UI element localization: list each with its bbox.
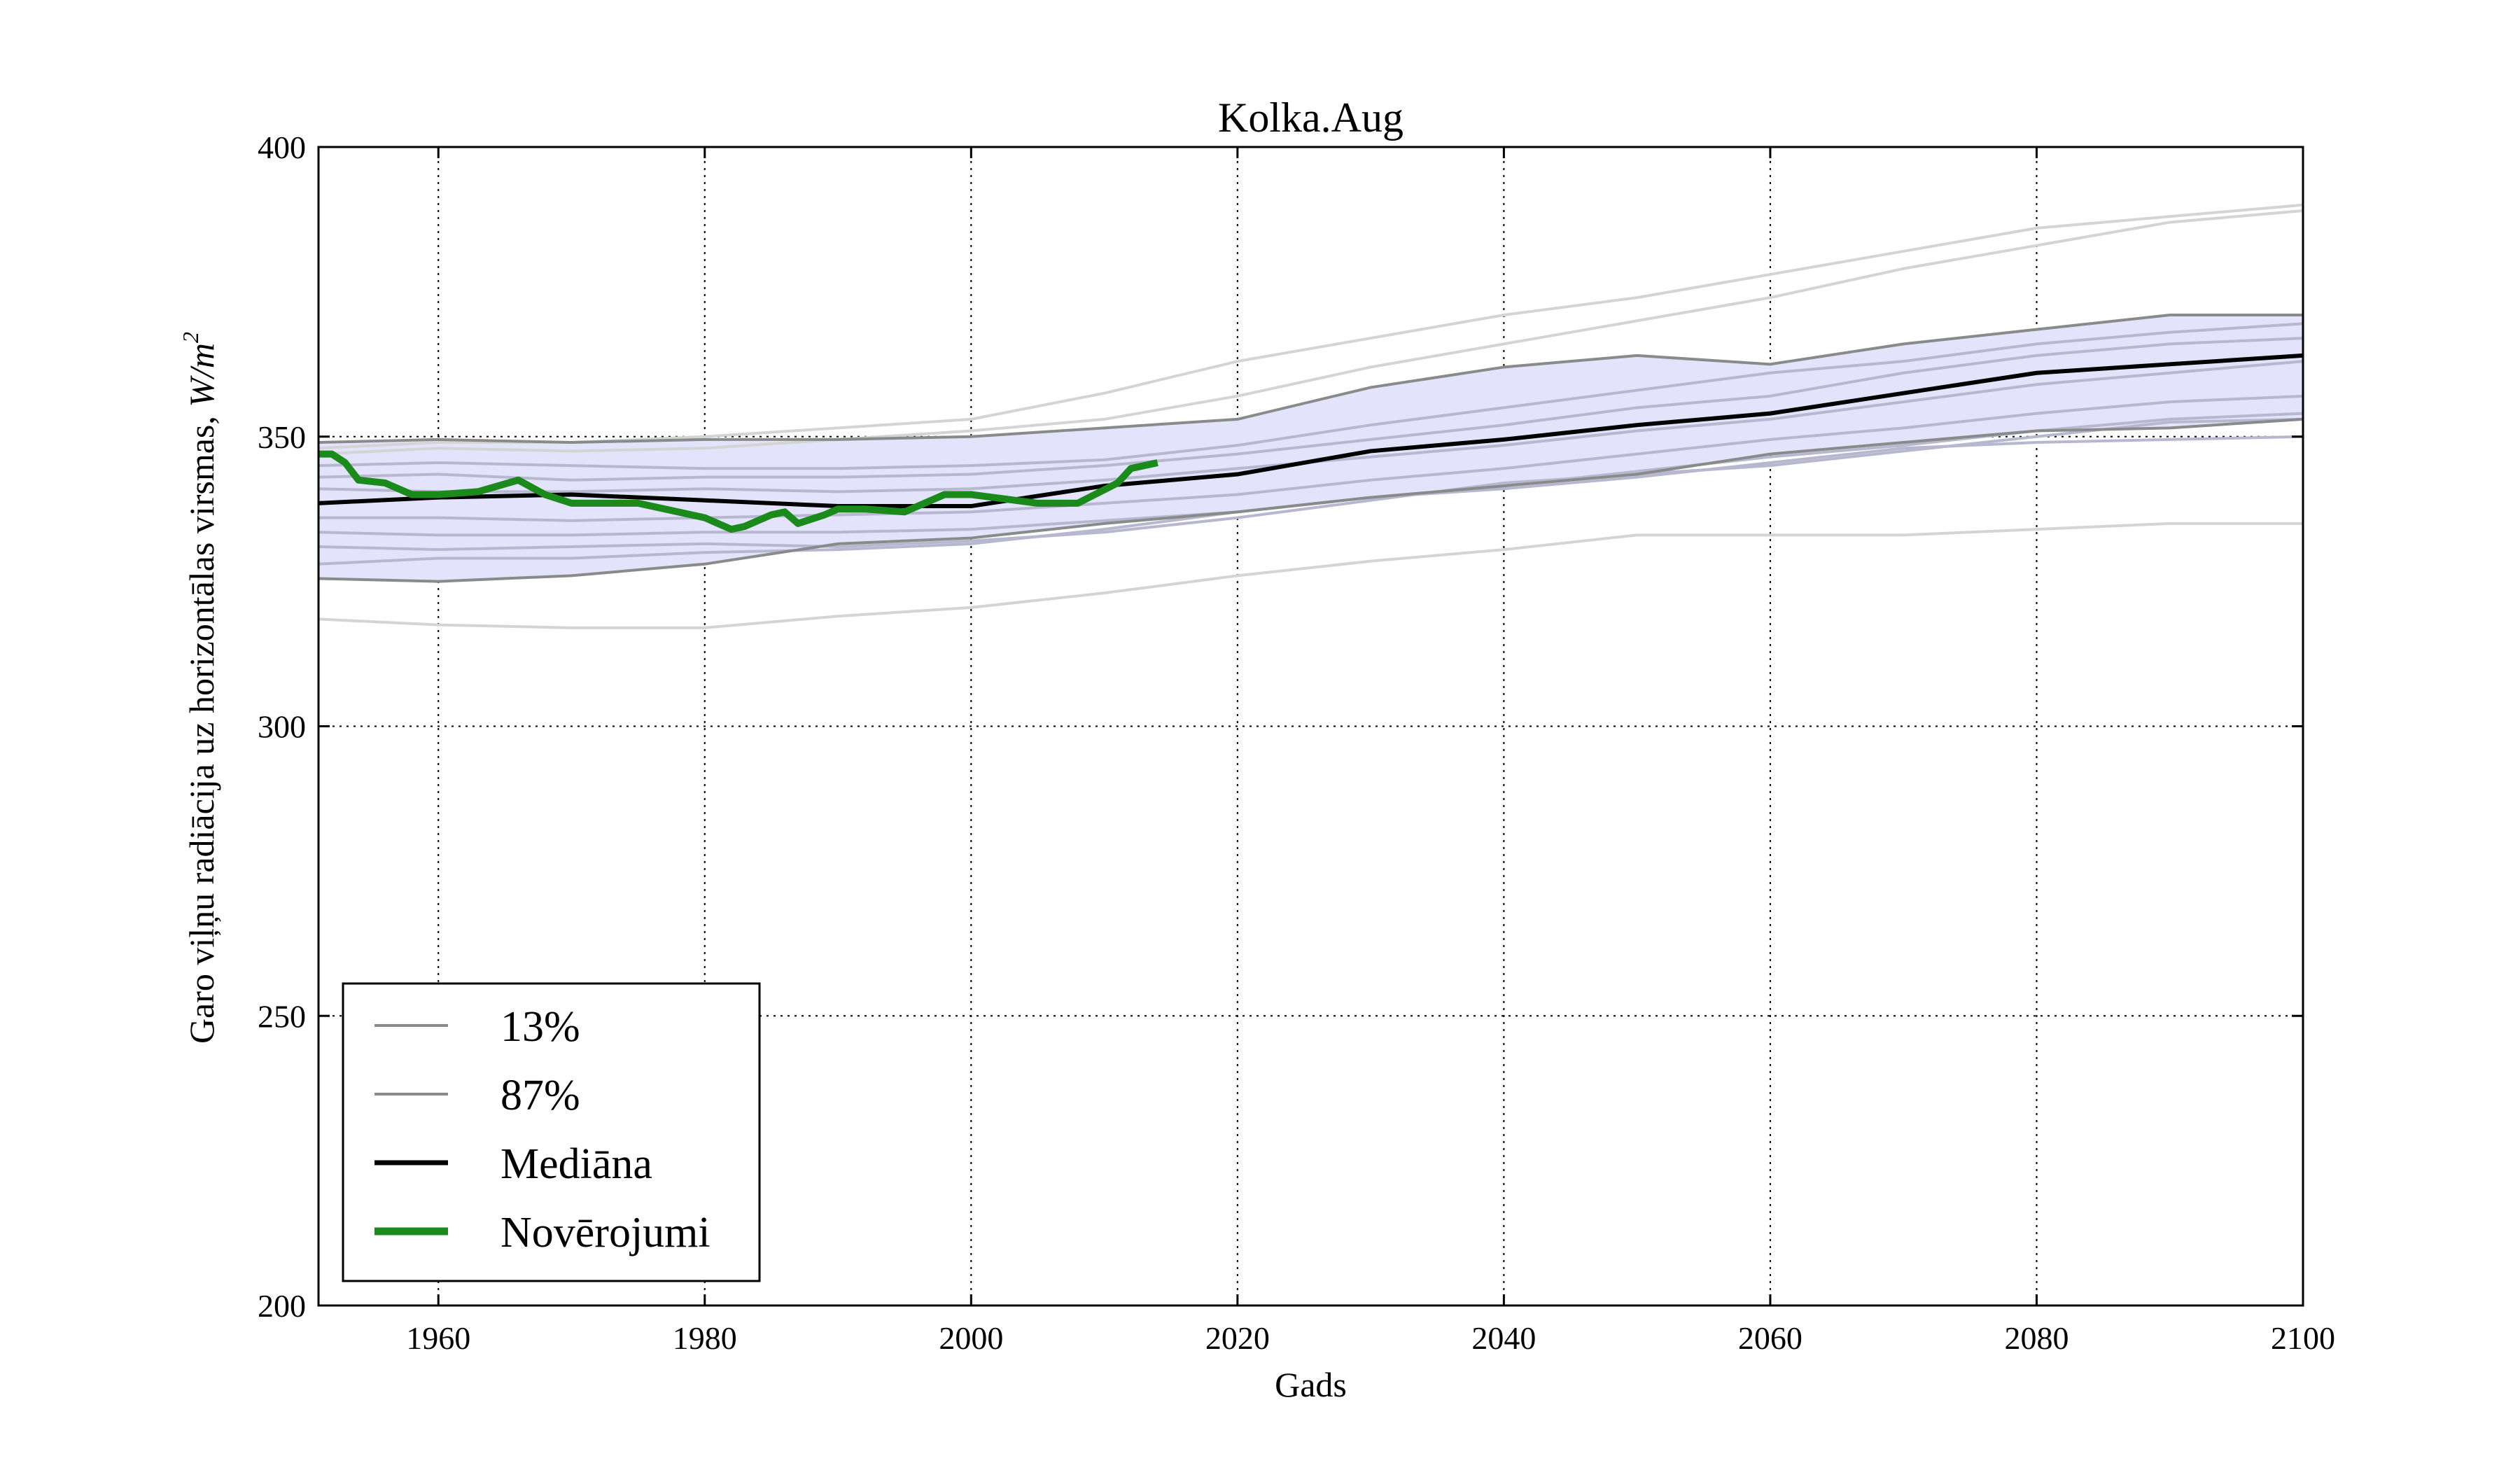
legend-label-median: Mediāna: [500, 1140, 652, 1188]
percentile-band: [318, 314, 2303, 582]
y-axis-title-text: Garo viļņu radiācija uz horizontālas vir…: [182, 407, 221, 1044]
ensemble-member-line-9: [318, 417, 2304, 552]
y-axis-title-unit: W/m: [182, 343, 221, 407]
series-line-median: [318, 353, 2304, 509]
y-tick-label-350: 350: [258, 419, 306, 455]
series-line-87pct: [318, 313, 2303, 444]
x-tick-label-1960: 1960: [406, 1320, 470, 1356]
x-tick-label-2000: 2000: [939, 1320, 1003, 1356]
y-axis-title: Garo viļņu radiācija uz horizontālas vir…: [178, 332, 221, 1044]
x-tick-label-2020: 2020: [1205, 1320, 1270, 1356]
ensemble-member-line-5: [318, 337, 2304, 482]
legend-label-13pct: 13%: [500, 1003, 580, 1051]
chart-title: Kolka.Aug: [1218, 94, 1404, 141]
series-line-observations: [318, 450, 1158, 533]
y-axis-title-unit-exponent: 2: [178, 332, 203, 343]
ensemble-member-line-2: [318, 203, 2304, 450]
x-axis-title: Gads: [1275, 1365, 1347, 1404]
legend-label-87pct: 87%: [500, 1072, 580, 1119]
ensemble-member-line-3: [318, 209, 2304, 456]
x-tick-label-2060: 2060: [1738, 1320, 1802, 1356]
legend-label-observations: Novērojumi: [500, 1209, 710, 1256]
y-tick-label-300: 300: [258, 709, 306, 745]
axis-ticks: 1960 1980 2000 2020 2040 2060 2080 2100 200 250 30…: [258, 130, 2335, 1356]
x-tick-label-2080: 2080: [2004, 1320, 2068, 1356]
y-tick-label-400: 400: [258, 130, 306, 165]
legend: 13% 87% Mediāna Novērojumi: [342, 982, 761, 1282]
ensemble-member-line-4: [318, 322, 2304, 470]
ensemble-member-line-7: [318, 394, 2304, 522]
series-line-13pct: [318, 417, 2304, 583]
plot-series: [318, 203, 2304, 629]
ensemble-member-line-1: [318, 522, 2303, 629]
x-tick-label-1980: 1980: [673, 1320, 737, 1356]
y-tick-label-200: 200: [258, 1288, 306, 1324]
x-tick-label-2100: 2100: [2271, 1320, 2335, 1356]
y-tick-label-250: 250: [258, 998, 306, 1034]
x-tick-label-2040: 2040: [1471, 1320, 1536, 1356]
